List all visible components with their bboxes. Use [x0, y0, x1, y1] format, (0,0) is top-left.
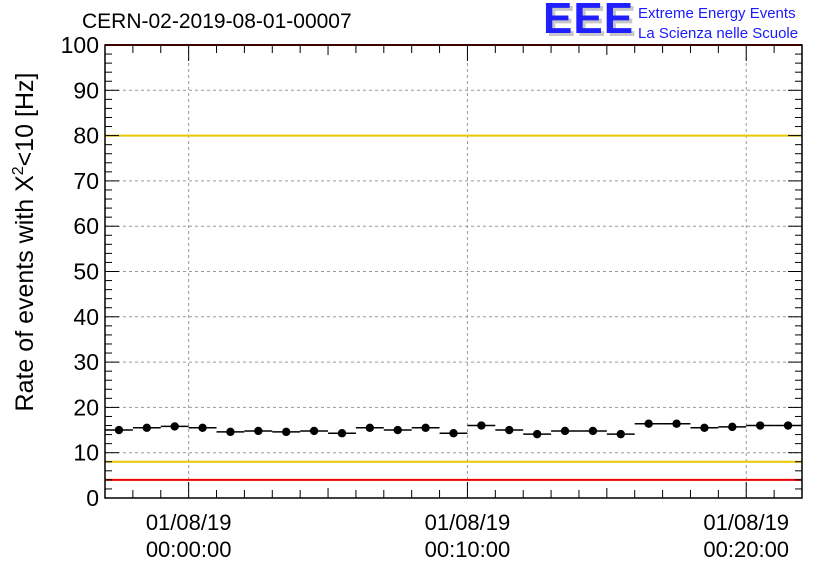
data-point-23 — [755, 421, 765, 430]
x-tick-time-10: 00:10:00 — [425, 537, 511, 562]
y-tick-label-50: 50 — [73, 259, 99, 285]
eee-logo-mark: EEE — [543, 0, 635, 43]
y-tick-label-90: 90 — [73, 77, 99, 103]
x-tick-labels: 01/08/1900:00:0001/08/1900:10:0001/08/19… — [146, 510, 789, 562]
y-tick-label-20: 20 — [73, 394, 99, 420]
y-tick-label-40: 40 — [73, 304, 99, 330]
data-point-17 — [588, 426, 598, 436]
y-tick-label-0: 0 — [86, 485, 99, 511]
data-point-12 — [449, 429, 458, 438]
data-point-20 — [672, 419, 681, 428]
y-tick-label-100: 100 — [61, 32, 99, 58]
data-point-8 — [337, 429, 347, 438]
data-point-24 — [783, 421, 793, 430]
eee-logo: EEE Extreme Energy Events La Scienza nel… — [543, 0, 833, 46]
data-point-18 — [616, 429, 625, 439]
data-point-7 — [309, 426, 319, 436]
data-point-16 — [560, 426, 570, 436]
x-tick-time-20: 00:20:00 — [703, 537, 789, 562]
data-point-10 — [393, 425, 402, 435]
x-tick-date-0: 01/08/19 — [146, 510, 232, 535]
logo-line-1: Extreme Energy Events — [638, 5, 796, 22]
data-point-3 — [198, 423, 207, 432]
y-tick-label-60: 60 — [73, 213, 99, 239]
data-point-19 — [644, 419, 653, 428]
axis-ticks — [104, 44, 803, 499]
data-point-22 — [728, 422, 737, 432]
data-point-1 — [142, 423, 152, 432]
data-point-2 — [170, 422, 179, 431]
x-tick-time-0: 00:00:00 — [146, 537, 232, 562]
y-axis-label: Rate of events with X2<10 [Hz] — [10, 73, 39, 412]
y-tick-label-10: 10 — [73, 440, 99, 466]
data-point-11 — [421, 423, 430, 432]
y-tick-label-80: 80 — [73, 123, 99, 149]
data-point-9 — [365, 423, 375, 432]
data-point-6 — [282, 427, 291, 437]
y-tick-labels: 0 10 20 30 40 50 60 70 80 90 100 — [61, 32, 99, 511]
chart-title: CERN-02-2019-08-01-00007 — [82, 10, 352, 33]
x-tick-date-10: 01/08/19 — [425, 510, 511, 535]
data-point-21 — [700, 423, 709, 432]
y-tick-label-30: 30 — [73, 349, 99, 375]
data-point-15 — [532, 429, 542, 439]
data-point-0 — [114, 425, 124, 435]
data-point-13 — [477, 421, 486, 430]
data-point-5 — [254, 426, 263, 436]
data-point-4 — [226, 427, 235, 437]
y-tick-label-70: 70 — [73, 168, 99, 194]
x-tick-date-20: 01/08/19 — [703, 510, 789, 535]
reference-lines — [105, 44, 802, 481]
data-points — [105, 419, 802, 439]
logo-line-2: La Scienza nelle Scuole — [638, 25, 799, 42]
data-point-14 — [505, 425, 514, 435]
